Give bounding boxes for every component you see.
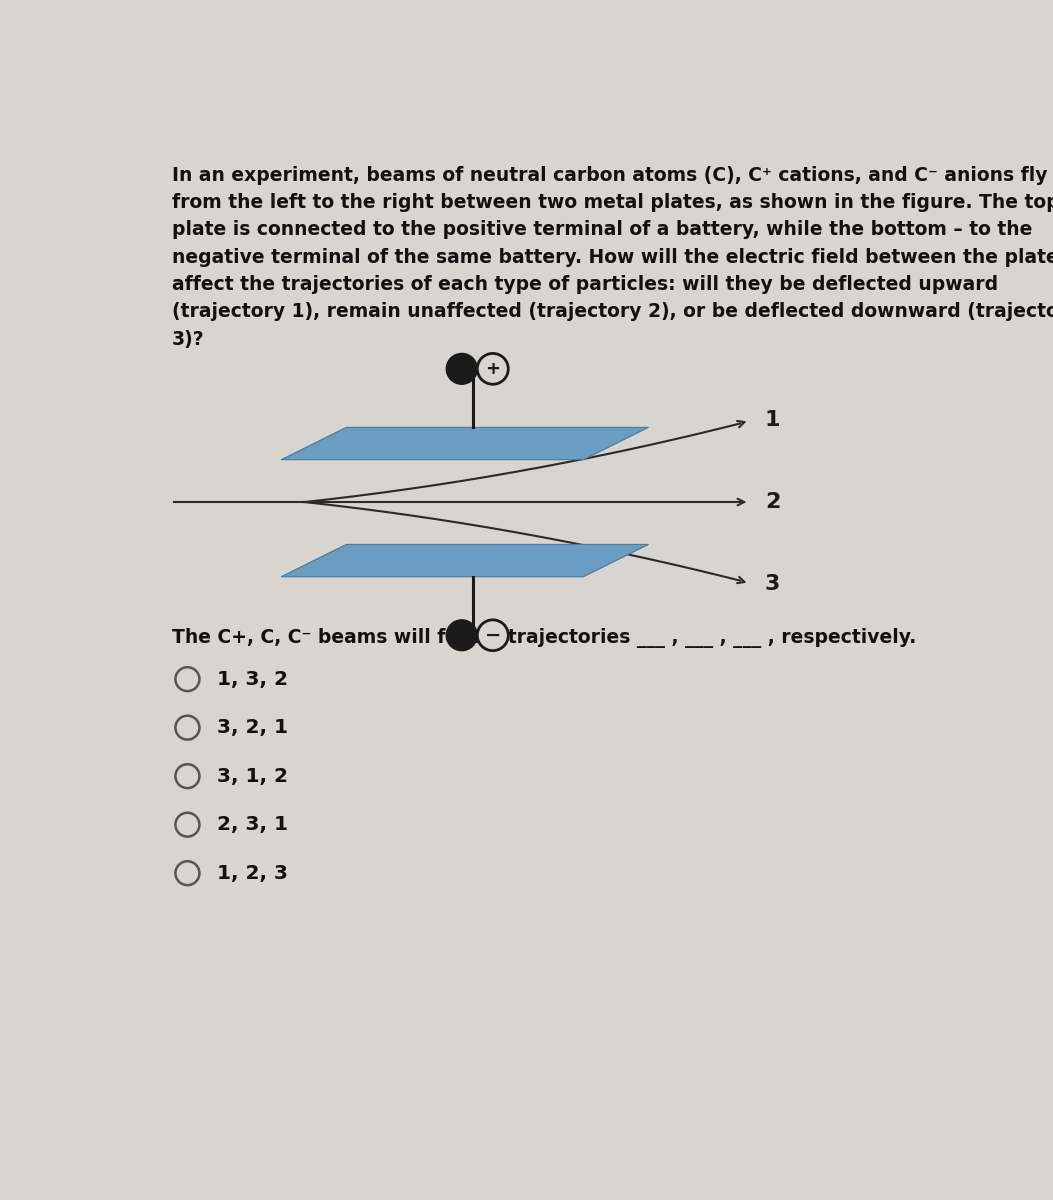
Text: In an experiment, beams of neutral carbon atoms (C), C⁺ cations, and C⁻ anions f: In an experiment, beams of neutral carbo… [172, 166, 1048, 185]
Text: 2: 2 [764, 492, 780, 512]
Text: affect the trajectories of each type of particles: will they be deflected upward: affect the trajectories of each type of … [172, 275, 998, 294]
Text: The C+, C, C⁻ beams will follow trajectories ___ , ___ , ___ , respectively.: The C+, C, C⁻ beams will follow trajecto… [172, 628, 916, 648]
Circle shape [477, 354, 509, 384]
Text: 1: 1 [764, 410, 780, 431]
Circle shape [477, 620, 509, 650]
Text: from the left to the right between two metal plates, as shown in the figure. The: from the left to the right between two m… [172, 193, 1053, 212]
Circle shape [176, 667, 199, 691]
Text: 3, 2, 1: 3, 2, 1 [217, 718, 287, 737]
Text: 1, 2, 3: 1, 2, 3 [217, 864, 287, 883]
Text: negative terminal of the same battery. How will the electric field between the p: negative terminal of the same battery. H… [172, 247, 1053, 266]
Circle shape [446, 354, 477, 384]
Circle shape [446, 620, 477, 650]
Text: +: + [485, 360, 500, 378]
Text: 3: 3 [764, 574, 780, 594]
Circle shape [176, 764, 199, 788]
Text: plate is connected to the positive terminal of a battery, while the bottom – to : plate is connected to the positive termi… [172, 221, 1032, 239]
Text: 3, 1, 2: 3, 1, 2 [217, 767, 287, 786]
Circle shape [176, 862, 199, 886]
Text: −: − [484, 625, 501, 644]
Polygon shape [281, 545, 649, 577]
Circle shape [176, 715, 199, 739]
Circle shape [176, 812, 199, 836]
Polygon shape [281, 427, 649, 460]
Text: 2, 3, 1: 2, 3, 1 [217, 815, 287, 834]
Text: 3)?: 3)? [172, 330, 204, 348]
Text: 1, 3, 2: 1, 3, 2 [217, 670, 287, 689]
Text: (trajectory 1), remain unaffected (trajectory 2), or be deflected downward (traj: (trajectory 1), remain unaffected (traje… [172, 302, 1053, 322]
